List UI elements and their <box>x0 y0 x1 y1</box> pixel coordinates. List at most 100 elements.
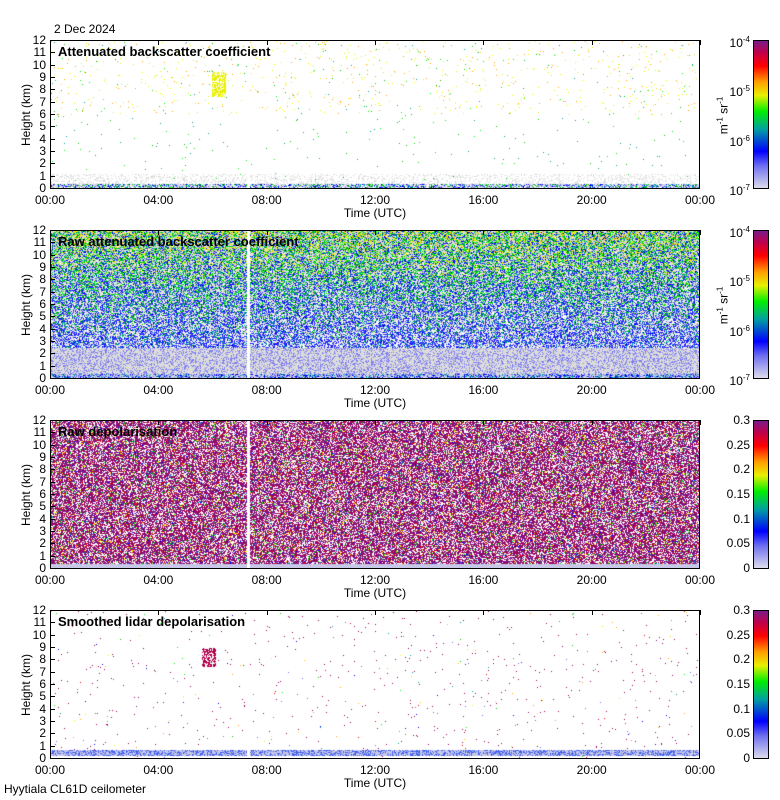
y-tick <box>50 151 55 152</box>
colorbar-tick-label: 0.25 <box>726 437 750 452</box>
x-tick <box>375 420 376 425</box>
y-tick-label: 11 <box>33 235 46 250</box>
panel-4: Smoothed lidar depolarisation Height (km… <box>0 604 780 800</box>
y-tick <box>50 494 55 495</box>
y-tick-label: 4 <box>39 131 46 146</box>
colorbar-unit: m-1 sr-1 <box>715 286 731 325</box>
y-tick-label: 5 <box>39 689 46 704</box>
plot-area: Raw depolarisation <box>50 420 700 569</box>
y-tick <box>50 531 55 532</box>
y-tick-label: 4 <box>39 321 46 336</box>
y-tick-label: 0 <box>39 181 46 195</box>
colorbar-tick-label: 10-7 <box>730 372 750 387</box>
tick-exponent: -4 <box>742 35 750 44</box>
y-tick <box>50 745 55 747</box>
colorbar-tick-label: 0.2 <box>733 462 750 477</box>
y-tick <box>50 610 55 611</box>
plot-area: Attenuated backscatter coefficient <box>50 40 700 189</box>
heatmap-image <box>51 611 699 758</box>
tick-exponent: -6 <box>742 133 750 143</box>
y-tick-label: 3 <box>39 144 46 158</box>
y-tick <box>50 267 55 268</box>
tick-base: 10 <box>729 324 743 339</box>
x-tick-label: 12:00 <box>359 193 391 207</box>
y-tick <box>50 353 55 355</box>
x-tick-label: 08:00 <box>251 573 282 587</box>
y-tick <box>50 175 55 177</box>
x-tick <box>591 230 593 235</box>
x-tick-label: 20:00 <box>576 383 607 397</box>
y-tick-label: 3 <box>39 334 46 348</box>
y-tick-label: 7 <box>39 474 46 489</box>
y-tick-label: 9 <box>39 70 46 84</box>
panel-2: Raw attenuated backscatter coefficient H… <box>0 224 780 420</box>
y-tick-label: 11 <box>33 615 46 630</box>
date-label: 2 Dec 2024 <box>54 22 116 36</box>
x-tick <box>158 610 160 615</box>
x-tick-label: 08:00 <box>251 193 282 207</box>
y-tick <box>50 659 55 661</box>
y-tick-label: 2 <box>39 156 46 171</box>
y-tick-label: 8 <box>39 272 46 287</box>
y-tick <box>50 543 55 545</box>
x-tick-label: 00:00 <box>34 763 66 777</box>
colorbar <box>753 610 769 759</box>
x-tick-label: 12:00 <box>359 383 391 397</box>
y-tick <box>50 316 55 318</box>
y-tick <box>50 671 55 673</box>
tick-base: 10 <box>729 226 743 240</box>
y-tick-label: 6 <box>39 487 46 501</box>
y-tick-label: 3 <box>39 714 46 728</box>
y-tick <box>50 341 55 342</box>
y-tick-label: 4 <box>39 701 46 716</box>
y-axis-label: Height (km) <box>19 84 33 147</box>
colorbar-tick-label: 0.2 <box>733 652 750 667</box>
y-tick <box>50 634 55 636</box>
colorbar-tick-label: 10-7 <box>730 182 750 197</box>
y-tick-label: 1 <box>39 168 46 183</box>
x-tick-label: 00:00 <box>34 573 66 587</box>
y-tick-label: 6 <box>39 297 46 311</box>
x-axis-label: Time (UTC) <box>343 776 407 790</box>
x-tick <box>591 610 593 615</box>
x-tick <box>700 610 701 615</box>
tick-exponent: -5 <box>742 274 750 284</box>
y-tick-label: 8 <box>39 462 46 477</box>
y-axis-label: Height (km) <box>19 464 33 527</box>
y-tick-label: 9 <box>39 640 46 654</box>
y-tick-label: 12 <box>32 33 46 47</box>
x-tick-label: 16:00 <box>468 573 499 587</box>
colorbar <box>753 40 769 189</box>
y-tick <box>50 188 55 189</box>
y-tick-label: 0 <box>39 371 46 385</box>
x-tick <box>50 40 51 45</box>
x-tick <box>375 230 376 235</box>
colorbar-tick-label: 10-6 <box>730 323 750 338</box>
x-tick-label: 08:00 <box>251 383 282 397</box>
y-tick <box>50 89 55 91</box>
x-tick-label: 00:00 <box>684 573 716 587</box>
x-tick <box>50 610 51 615</box>
panel-1: Attenuated backscatter coefficient Heigh… <box>0 34 780 230</box>
tick-base: 10 <box>729 374 743 388</box>
plot-area: Smoothed lidar depolarisation <box>50 610 700 759</box>
y-tick-label: 7 <box>39 94 46 109</box>
x-tick <box>266 420 268 425</box>
colorbar-tick-label: 10-5 <box>730 83 750 98</box>
colorbar-tick-label: 0 <box>743 751 750 765</box>
x-tick <box>483 230 485 235</box>
colorbar-tick-label: 10-4 <box>730 224 750 239</box>
plot-title: Attenuated backscatter coefficient <box>58 44 271 59</box>
x-tick <box>375 40 376 45</box>
y-tick-label: 11 <box>33 45 46 60</box>
plot-title: Raw attenuated backscatter coefficient <box>58 234 299 249</box>
x-tick <box>158 420 160 425</box>
x-tick-label: 04:00 <box>143 193 174 207</box>
y-tick-label: 10 <box>32 627 46 642</box>
y-tick <box>50 328 55 330</box>
colorbar-tick-label: 0.3 <box>733 603 750 617</box>
y-tick <box>50 101 55 103</box>
y-tick <box>50 721 55 722</box>
y-tick-label: 8 <box>39 652 46 667</box>
y-tick-label: 2 <box>39 726 46 741</box>
